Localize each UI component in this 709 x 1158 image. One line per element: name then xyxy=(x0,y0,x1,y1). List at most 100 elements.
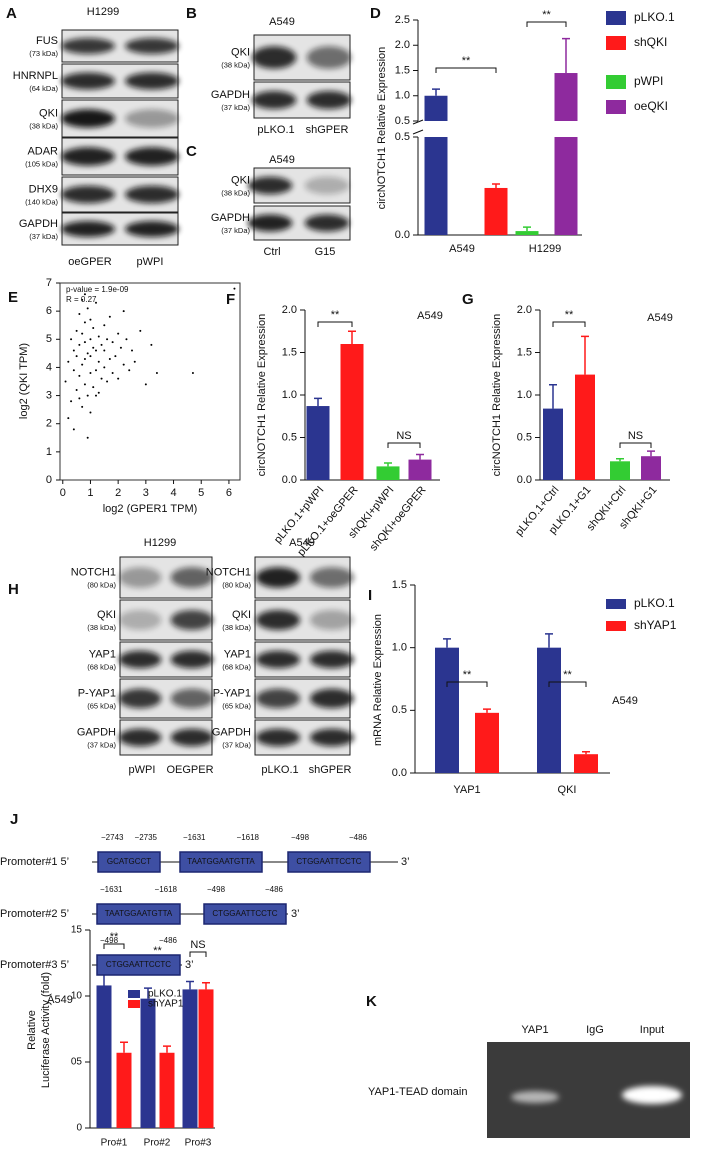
legend-swatch xyxy=(606,36,626,50)
bar xyxy=(306,406,330,480)
bar xyxy=(435,647,459,773)
promoter-end: 3’ xyxy=(185,959,194,971)
significance-label: NS xyxy=(628,430,643,442)
blot-band xyxy=(170,567,214,588)
bar xyxy=(140,998,156,1128)
error-bar xyxy=(120,1041,128,1053)
bar xyxy=(424,95,448,121)
scatter-point xyxy=(97,360,100,363)
site-end: −2735 xyxy=(135,833,158,842)
x-tick-label: 5 xyxy=(198,487,204,499)
scatter-point xyxy=(83,357,86,360)
significance-bracket xyxy=(103,943,125,949)
blot-band xyxy=(61,147,115,166)
scatter-point xyxy=(155,372,158,375)
error-bar xyxy=(416,453,424,460)
scatter-point xyxy=(131,349,133,352)
scatter-point xyxy=(86,394,89,397)
blot-band xyxy=(247,214,293,232)
blot-row-size: (64 kDa) xyxy=(29,84,58,93)
lane-label: pLKO.1 xyxy=(261,764,298,776)
scatter-point xyxy=(64,380,67,383)
panel-label: F xyxy=(226,291,235,308)
blot-band xyxy=(255,567,301,588)
legend-swatch xyxy=(606,599,626,609)
y-tick-label: 1.5 xyxy=(392,579,407,591)
y-axis-label: Relative xyxy=(26,1010,38,1050)
significance-label: NS xyxy=(190,939,205,951)
blot-row-size: (65 kDa) xyxy=(87,701,116,710)
significance-bracket xyxy=(446,681,488,687)
y-tick-label: 0.5 xyxy=(517,431,532,443)
y-tick-label: 0.0 xyxy=(392,767,407,779)
y-tick-label: 7 xyxy=(46,277,52,289)
scatter-point xyxy=(83,383,86,386)
scatter-point xyxy=(81,363,84,366)
scatter-point xyxy=(89,318,92,321)
blot-row-label: FUS xyxy=(36,35,58,47)
scatter-point xyxy=(122,363,125,366)
legend-swatch xyxy=(606,11,626,25)
chart-title: A549 xyxy=(47,994,73,1006)
legend-swatch xyxy=(128,990,140,998)
scatter-point xyxy=(86,436,89,439)
scatter-point xyxy=(86,307,89,310)
lane-label: shGPER xyxy=(309,764,352,776)
scatter-point xyxy=(95,349,97,352)
error-bar xyxy=(647,450,655,457)
legend-swatch xyxy=(606,75,626,89)
scatter-point xyxy=(125,338,128,341)
scatter-point xyxy=(78,312,81,315)
lane-label: G15 xyxy=(315,246,336,258)
blot-row-size: (140 kDa) xyxy=(25,197,58,206)
blot-row-label: GAPDH xyxy=(19,218,58,230)
blot-band xyxy=(247,176,293,195)
blot-band xyxy=(170,728,214,747)
scatter-point xyxy=(106,338,109,341)
site-start: −498 xyxy=(100,936,119,945)
blot-band xyxy=(125,38,179,54)
lane-label: Ctrl xyxy=(263,246,280,258)
scatter-point xyxy=(78,397,81,400)
error-bar xyxy=(523,226,531,232)
y-tick-label: 0 xyxy=(76,1123,82,1134)
blot-band xyxy=(304,176,350,195)
significance-bracket xyxy=(619,442,652,448)
scatter-point xyxy=(89,372,92,375)
promoter-end: 3’ xyxy=(291,908,300,920)
bar xyxy=(515,231,539,235)
scatter-point xyxy=(92,327,95,330)
error-bar xyxy=(432,88,440,96)
legend-label: pLKO.1 xyxy=(148,989,182,1000)
error-bar xyxy=(144,987,152,999)
panel-label: H xyxy=(8,581,19,598)
legend-swatch xyxy=(606,621,626,631)
y-tick-label: 1 xyxy=(46,446,52,458)
significance-label: NS xyxy=(396,430,411,442)
significance-bracket xyxy=(189,951,207,957)
x-tick-label: shQKI+oeGPER xyxy=(368,484,429,553)
bar xyxy=(641,456,661,480)
blot-band xyxy=(61,109,115,128)
error-bar xyxy=(163,1045,171,1053)
error-bar xyxy=(545,633,553,648)
blot-row-label: GAPDH xyxy=(211,212,250,224)
chart-title: A549 xyxy=(612,695,638,707)
y-axis-label: circNOTCH1 Relative Expression xyxy=(491,314,503,477)
blot-row-label: QKI xyxy=(39,107,58,119)
blot-row-label: QKI xyxy=(97,609,116,621)
blot-band xyxy=(118,650,162,669)
scatter-point xyxy=(128,369,131,372)
significance-bracket xyxy=(552,321,586,327)
blot-band xyxy=(61,221,115,237)
y-tick-label: 15 xyxy=(71,925,83,936)
bar xyxy=(537,647,561,773)
scatter-point xyxy=(133,360,136,363)
legend-label: pLKO.1 xyxy=(634,596,675,610)
chart-title: A549 xyxy=(647,312,673,324)
blot-band xyxy=(61,38,115,54)
binding-site xyxy=(97,851,161,873)
blot-row-label: QKI xyxy=(231,46,250,58)
binding-site xyxy=(203,903,287,925)
